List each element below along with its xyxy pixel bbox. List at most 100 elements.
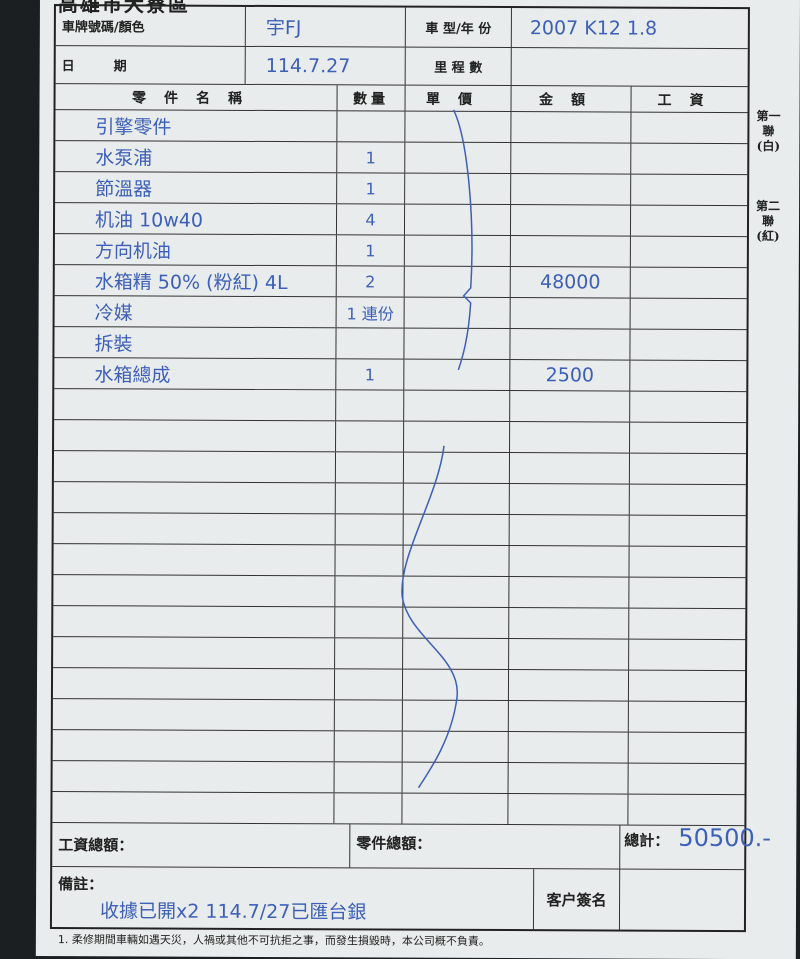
item-name-cell: 拆裝 xyxy=(54,327,337,359)
item-price-cell xyxy=(404,235,511,267)
item-qty-cell: 1 xyxy=(336,359,405,390)
item-qty: 2 xyxy=(365,271,376,291)
mileage-label: 里 程 數 xyxy=(434,60,483,76)
item-amount: 2500 xyxy=(545,364,595,387)
table-row: 拆裝 xyxy=(54,327,747,362)
table-row xyxy=(54,389,747,424)
item-qty-cell xyxy=(335,452,405,483)
item-wage-cell xyxy=(631,299,747,330)
signature-field[interactable] xyxy=(620,870,744,931)
item-amt-cell xyxy=(509,639,630,670)
item-amt-cell xyxy=(509,577,630,608)
item-name-cell xyxy=(52,668,336,700)
item-price-cell xyxy=(402,700,509,732)
table-row: 引擎零件 xyxy=(55,110,748,145)
grand-total-value: 50500.- xyxy=(678,823,772,853)
plate-color-value: 宇FJ xyxy=(265,16,302,40)
item-name-cell xyxy=(53,544,336,576)
item-amt-cell xyxy=(508,763,629,794)
item-name-cell xyxy=(53,482,336,514)
plate-color-label: 車牌號碼/顏色 xyxy=(61,20,145,36)
col-header-price: 單價 xyxy=(405,85,512,112)
col-header-amount: 金額 xyxy=(511,86,632,112)
item-qty-cell xyxy=(334,669,404,700)
item-qty: 4 xyxy=(365,209,376,229)
item-name: 拆裝 xyxy=(94,332,133,355)
item-name-cell xyxy=(52,730,335,762)
item-amt-cell xyxy=(511,143,632,174)
item-price-cell xyxy=(405,111,512,143)
item-amt-cell xyxy=(510,391,631,422)
item-price-cell xyxy=(403,638,510,670)
item-qty-cell xyxy=(336,328,405,359)
item-wage-cell xyxy=(630,392,746,423)
item-name-cell: 水箱總成 xyxy=(54,358,337,390)
item-wage-cell xyxy=(628,795,744,826)
item-qty-cell xyxy=(335,545,404,576)
item-wage-cell xyxy=(631,175,747,206)
item-amt-cell xyxy=(508,701,629,732)
item-price-cell xyxy=(403,576,510,608)
item-amt-cell: 48000 xyxy=(510,267,631,298)
remarks-label: 備註： xyxy=(58,875,104,894)
item-amt-cell xyxy=(510,422,631,453)
invoice-paper: 高雄市大寮區 車牌號碼/顏色 宇FJ 車 型/年 份 2007 K12 1.8 … xyxy=(35,0,800,959)
item-amt-cell xyxy=(509,515,630,546)
item-qty-cell: 2 xyxy=(336,266,405,297)
col-header-name: 零件名稱 xyxy=(55,84,338,111)
item-price-cell xyxy=(403,452,511,484)
item-name-cell: 水箱精 50% (粉紅) 4L xyxy=(54,265,337,297)
item-name-cell xyxy=(52,792,335,824)
item-amt-cell xyxy=(511,174,632,205)
item-wage-cell xyxy=(629,702,745,733)
grand-total-label: 總計： xyxy=(624,831,670,850)
item-amt-cell xyxy=(510,329,631,360)
item-price-cell xyxy=(402,762,509,794)
item-name: 節溫器 xyxy=(95,177,153,200)
item-name-cell xyxy=(54,420,337,452)
item-price-cell xyxy=(404,421,511,453)
date-label: 日 期 xyxy=(61,59,127,75)
column-header-row: 零件名稱 數量 單價 金額 工資 xyxy=(55,84,748,114)
item-wage-cell xyxy=(630,516,746,547)
item-name-cell xyxy=(53,513,336,545)
item-price-cell xyxy=(405,173,512,205)
table-row xyxy=(52,761,745,796)
item-price-cell xyxy=(404,204,512,236)
date-value: 114.7.27 xyxy=(265,54,351,77)
table-row xyxy=(53,482,746,517)
item-price-cell xyxy=(403,545,510,577)
parts-total-label: 零件總額： xyxy=(356,834,432,853)
item-name: 水泵浦 xyxy=(95,146,153,169)
table-row xyxy=(53,575,746,610)
table-row xyxy=(53,637,746,672)
item-qty-cell xyxy=(334,700,403,731)
copy2-label: 第二聯(紅) xyxy=(756,199,781,244)
item-amount: 48000 xyxy=(539,271,601,294)
table-row: 節溫器 1 xyxy=(55,172,748,207)
item-price-cell xyxy=(402,669,510,701)
item-name-cell xyxy=(53,575,336,607)
item-name-cell: 引擎零件 xyxy=(55,110,338,142)
item-name: 机油 10w40 xyxy=(94,208,204,232)
item-name-cell xyxy=(52,699,335,731)
item-name: 水箱總成 xyxy=(94,363,171,387)
item-amt-cell xyxy=(510,205,632,236)
item-price-cell xyxy=(404,390,511,422)
footer-note: 1. 柔修期間車輛如遇天災，人禍或其他不可抗拒之事，而發生損毀時，本公司概不負責… xyxy=(57,933,490,948)
totals-row: 工資總額： 零件總額： 總計： 50500.- xyxy=(52,823,771,871)
item-name-cell: 節溫器 xyxy=(55,172,338,204)
item-wage-cell xyxy=(629,578,745,609)
item-wage-cell xyxy=(631,144,747,175)
item-qty-cell xyxy=(335,576,404,607)
item-rows: 引擎零件 水泵浦 1 節溫器 1 机油 10w40 4 方向机油 1 水箱精 50% (粉紅) 4… xyxy=(52,110,748,827)
item-amt-cell xyxy=(508,670,630,701)
item-name-cell: 方向机油 xyxy=(54,234,337,266)
labor-total-label: 工資總額： xyxy=(58,836,134,855)
item-amt-cell xyxy=(509,546,630,577)
item-amt-cell xyxy=(508,794,629,825)
item-qty-cell xyxy=(334,793,403,824)
item-price-cell xyxy=(404,328,511,360)
item-wage-cell xyxy=(630,423,746,454)
item-name-cell: 冷媒 xyxy=(54,296,337,328)
